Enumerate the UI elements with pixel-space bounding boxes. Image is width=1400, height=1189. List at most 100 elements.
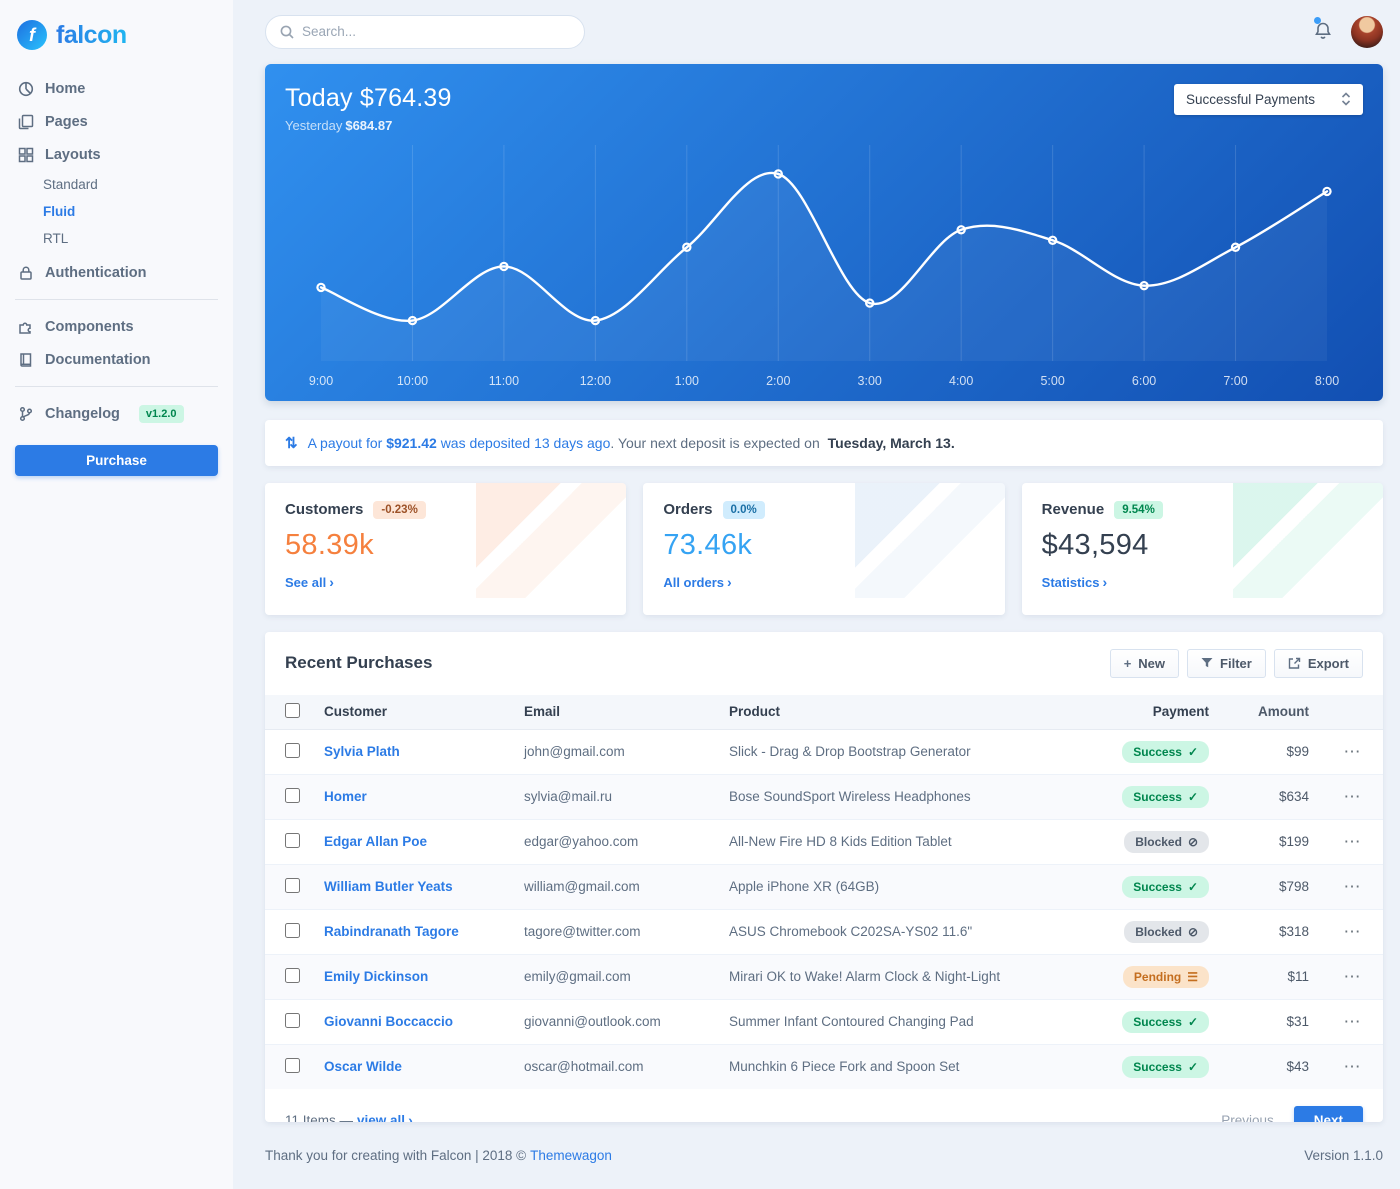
purchases-table-body: Sylvia Plath john@gmail.com Slick - Drag &… xyxy=(265,728,1383,1089)
customer-link[interactable]: Homer xyxy=(324,789,367,805)
see-all-link[interactable]: See all › xyxy=(285,573,334,590)
column-actions xyxy=(1321,694,1383,730)
customer-link[interactable]: Giovanni Boccaccio xyxy=(324,1014,454,1030)
payout-link[interactable]: A payout for $921.42 was deposited 13 da… xyxy=(307,434,611,451)
row-actions-button[interactable]: ⋯ xyxy=(1338,1056,1367,1077)
svg-text:1:00: 1:00 xyxy=(675,374,699,388)
stat-title: Orders xyxy=(663,501,713,519)
sidebar-item-components[interactable]: Components xyxy=(15,310,218,343)
user-avatar[interactable] xyxy=(1351,15,1383,48)
row-actions-button[interactable]: ⋯ xyxy=(1338,831,1367,852)
table-row: Edgar Allan Poe edgar@yahoo.com All-New Fi… xyxy=(265,818,1383,865)
email-cell: oscar@hotmail.com xyxy=(512,1043,717,1089)
row-checkbox[interactable] xyxy=(285,967,300,983)
customer-link[interactable]: Sylvia Plath xyxy=(324,744,400,760)
row-checkbox[interactable] xyxy=(285,1057,300,1073)
email-cell: william@gmail.com xyxy=(512,863,717,910)
payment-status-badge: Success ✓ xyxy=(1122,740,1209,763)
search-box[interactable] xyxy=(265,14,585,49)
next-button[interactable]: Next xyxy=(1293,1105,1363,1122)
payments-filter-select[interactable]: Successful Payments xyxy=(1173,83,1363,115)
row-checkbox[interactable] xyxy=(285,742,300,758)
customer-link[interactable]: Oscar Wilde xyxy=(324,1059,402,1075)
sidebar-item-authentication[interactable]: Authentication xyxy=(15,256,218,289)
sidebar-item-layouts[interactable]: Layouts xyxy=(15,138,218,171)
row-checkbox[interactable] xyxy=(285,1012,300,1028)
filter-button[interactable]: Filter xyxy=(1187,648,1266,678)
payout-amount: $921.42 xyxy=(386,434,437,451)
payment-status-badge: Success ✓ xyxy=(1122,1010,1209,1033)
stat-title: Customers xyxy=(285,501,364,519)
stats-grid: Customers -0.23% 58.39k See all › Orders … xyxy=(265,482,1383,615)
customer-link[interactable]: William Butler Yeats xyxy=(324,879,453,895)
code-branch-icon xyxy=(17,406,34,423)
purchases-footer: 11 Items — view all › Previous Next xyxy=(265,1089,1383,1122)
pagination: Previous Next xyxy=(1221,1105,1363,1122)
topbar xyxy=(265,0,1383,64)
themewagon-link[interactable]: Themewagon xyxy=(530,1148,612,1163)
purchase-button[interactable]: Purchase xyxy=(15,445,218,476)
chevron-right-icon: › xyxy=(1102,573,1108,590)
sidebar-item-changelog[interactable]: Changelog v1.2.0 xyxy=(15,397,218,431)
email-cell: tagore@twitter.com xyxy=(512,908,717,955)
ban-icon: ⊘ xyxy=(1187,924,1198,939)
svg-text:5:00: 5:00 xyxy=(1040,374,1064,388)
column-product: Product xyxy=(717,694,1071,730)
select-all-checkbox[interactable] xyxy=(285,702,300,718)
customer-link[interactable]: Edgar Allan Poe xyxy=(324,834,428,850)
sidebar-item-label: Home xyxy=(45,80,86,97)
product-cell: Apple iPhone XR (64GB) xyxy=(717,863,1071,910)
table-header-row: Customer Email Product Payment Amount xyxy=(265,694,1383,730)
sidebar-item-rtl[interactable]: RTL xyxy=(43,231,69,246)
customer-link[interactable]: Rabindranath Tagore xyxy=(324,924,459,940)
email-cell: john@gmail.com xyxy=(512,728,717,775)
row-checkbox[interactable] xyxy=(285,832,300,848)
sidebar-item-label: Documentation xyxy=(45,351,151,368)
amount-cell: $11 xyxy=(1221,953,1321,1000)
export-button[interactable]: Export xyxy=(1273,648,1363,678)
search-input[interactable] xyxy=(302,24,570,40)
sidebar-item-pages[interactable]: Pages xyxy=(15,105,218,138)
row-actions-button[interactable]: ⋯ xyxy=(1338,1011,1367,1032)
email-cell: giovanni@outlook.com xyxy=(512,998,717,1045)
check-icon: ✓ xyxy=(1187,1059,1198,1074)
row-actions-button[interactable]: ⋯ xyxy=(1338,876,1367,897)
sidebar-item-fluid[interactable]: Fluid xyxy=(43,204,76,219)
payout-banner: ⇅ A payout for $921.42 was deposited 13 … xyxy=(265,419,1383,466)
sidebar-item-home[interactable]: Home xyxy=(15,72,218,105)
product-cell: Slick - Drag & Drop Bootstrap Generator xyxy=(717,728,1071,775)
statistics-link[interactable]: Statistics › xyxy=(1041,573,1108,590)
all-orders-link[interactable]: All orders › xyxy=(663,573,732,590)
export-icon xyxy=(1288,657,1301,670)
table-row: Sylvia Plath john@gmail.com Slick - Drag &… xyxy=(265,728,1383,775)
table-row: Oscar Wilde oscar@hotmail.com Munchkin 6 P… xyxy=(265,1043,1383,1089)
new-button[interactable]: + New xyxy=(1109,648,1180,678)
customer-link[interactable]: Emily Dickinson xyxy=(324,969,429,985)
version-badge: v1.2.0 xyxy=(138,405,184,423)
purchases-toolbar: + New Filter Export xyxy=(1109,648,1363,678)
payment-status-badge: Success ✓ xyxy=(1122,875,1209,898)
sidebar-item-documentation[interactable]: Documentation xyxy=(15,343,218,376)
sidebar-item-standard[interactable]: Standard xyxy=(43,177,98,192)
orders-stat-card: Orders 0.0% 73.46k All orders › xyxy=(643,482,1005,615)
row-checkbox[interactable] xyxy=(285,877,300,893)
row-actions-button[interactable]: ⋯ xyxy=(1338,921,1367,942)
recent-purchases-card: Recent Purchases + New Filter xyxy=(265,631,1383,1122)
row-checkbox[interactable] xyxy=(285,787,300,803)
amount-cell: $199 xyxy=(1221,818,1321,865)
stat-title: Revenue xyxy=(1041,501,1105,519)
previous-button[interactable]: Previous xyxy=(1221,1113,1274,1122)
row-checkbox[interactable] xyxy=(285,922,300,938)
row-actions-button[interactable]: ⋯ xyxy=(1338,966,1367,987)
puzzle-icon xyxy=(17,318,34,335)
notifications-bell-icon[interactable] xyxy=(1313,16,1335,43)
view-all-link[interactable]: view all › xyxy=(357,1112,413,1122)
falcon-logo[interactable]: f falcon xyxy=(15,14,218,72)
payments-chart-card: Today $764.39 Yesterday $684.87 Successfu… xyxy=(265,63,1383,401)
sidebar-divider xyxy=(15,386,218,387)
payment-status-badge: Blocked ⊘ xyxy=(1124,830,1209,853)
sidebar: f falcon Home Pages Layouts Standard Flu… xyxy=(0,0,233,1189)
row-actions-button[interactable]: ⋯ xyxy=(1338,786,1367,807)
column-payment: Payment xyxy=(1071,694,1221,730)
row-actions-button[interactable]: ⋯ xyxy=(1338,741,1367,762)
